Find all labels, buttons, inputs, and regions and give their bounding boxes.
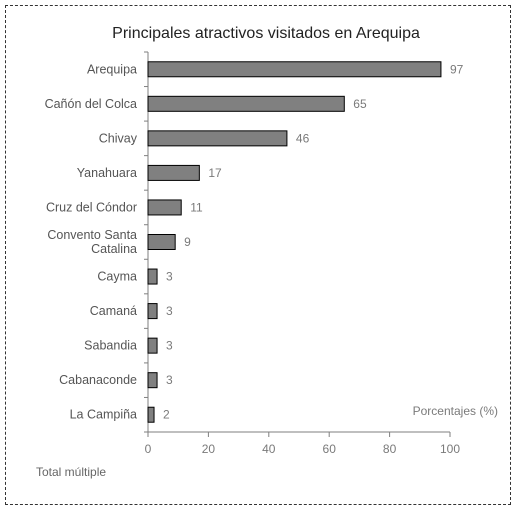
category-label: Catalina: [91, 242, 137, 256]
category-label: Cayma: [97, 270, 137, 284]
category-label: Camaná: [90, 304, 137, 318]
bar: [147, 406, 155, 423]
bar: [147, 268, 158, 285]
category-label: La Campiña: [70, 408, 137, 422]
x-tick-label: 0: [145, 442, 152, 456]
bar: [147, 164, 200, 181]
category-label: Chivay: [99, 131, 138, 145]
value-label: 9: [184, 235, 191, 249]
bar-chart: Principales atractivos visitados en Areq…: [45, 25, 498, 456]
bar: [147, 61, 442, 78]
value-label: 3: [166, 270, 173, 284]
x-tick-label: 80: [383, 442, 397, 456]
x-tick-label: 100: [440, 442, 460, 456]
x-tick-label: 20: [202, 442, 216, 456]
value-label: 97: [450, 62, 464, 76]
value-label: 46: [296, 131, 310, 145]
bar: [147, 95, 345, 112]
category-label: Yanahuara: [77, 166, 137, 180]
value-label: 3: [166, 339, 173, 353]
x-axis-title: Porcentajes (%): [413, 404, 498, 418]
bar: [147, 303, 158, 320]
category-label: Cañón del Colca: [45, 97, 137, 111]
x-tick-label: 60: [323, 442, 337, 456]
bar: [147, 337, 158, 354]
bar: [147, 372, 158, 389]
footnote: Total múltiple: [36, 465, 107, 479]
x-tick-label: 40: [262, 442, 276, 456]
value-label: 11: [190, 200, 203, 214]
category-label: Cabanaconde: [59, 373, 137, 387]
bar: [147, 234, 176, 250]
category-label: Convento Santa: [47, 228, 137, 242]
category-label: Sabandia: [84, 339, 137, 353]
value-label: 17: [208, 166, 222, 180]
value-label: 3: [166, 373, 173, 387]
bar: [147, 199, 182, 216]
value-label: 65: [353, 97, 367, 111]
chart-title: Principales atractivos visitados en Areq…: [112, 25, 420, 42]
category-label: Arequipa: [87, 62, 137, 76]
bar: [147, 130, 288, 147]
category-label: Cruz del Cóndor: [46, 200, 137, 214]
value-label: 2: [163, 408, 170, 422]
value-label: 3: [166, 304, 173, 318]
